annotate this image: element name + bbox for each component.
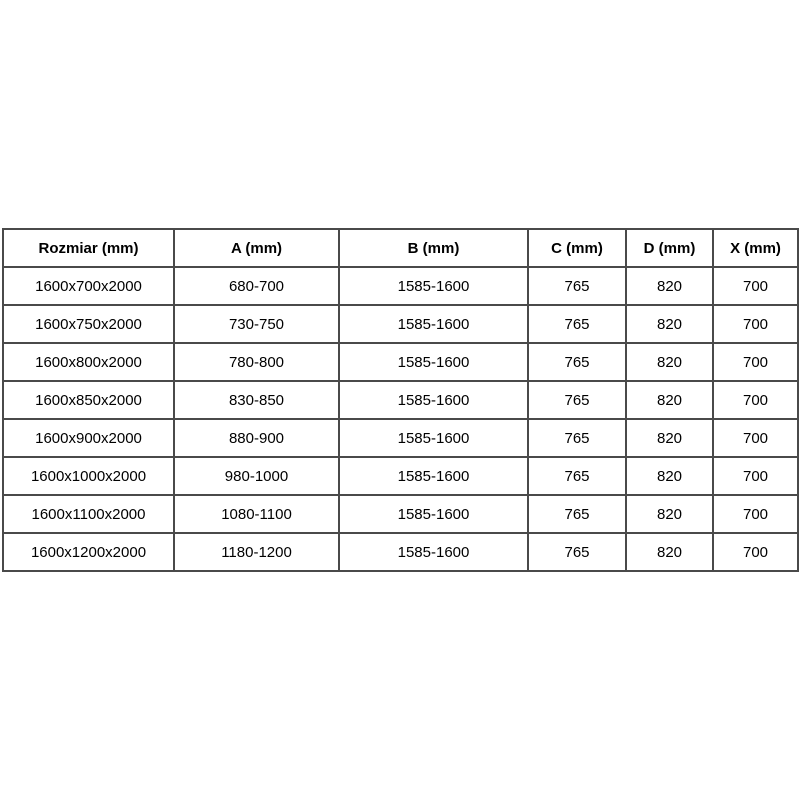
cell-c: 765 [527,456,627,496]
cell-a: 1180-1200 [173,532,340,572]
cell-d: 820 [625,532,714,572]
cell-x: 700 [712,266,799,306]
table-row: 1600x1100x2000 1080-1100 1585-1600 765 820 70… [2,494,799,534]
cell-b: 1585-1600 [338,494,529,534]
table-row: 1600x700x2000 680-700 1585-1600 765 820 700 [2,266,799,306]
column-header-a: A (mm) [173,228,340,268]
cell-d: 820 [625,418,714,458]
column-header-x: X (mm) [712,228,799,268]
cell-x: 700 [712,494,799,534]
cell-d: 820 [625,342,714,382]
table-row: 1600x900x2000 880-900 1585-1600 765 820 700 [2,418,799,458]
cell-b: 1585-1600 [338,380,529,420]
cell-c: 765 [527,266,627,306]
cell-rozmiar: 1600x1000x2000 [2,456,175,496]
cell-rozmiar: 1600x800x2000 [2,342,175,382]
table-row: 1600x850x2000 830-850 1585-1600 765 820 700 [2,380,799,420]
cell-d: 820 [625,266,714,306]
cell-b: 1585-1600 [338,266,529,306]
column-header-d: D (mm) [625,228,714,268]
cell-x: 700 [712,380,799,420]
cell-a: 830-850 [173,380,340,420]
cell-c: 765 [527,304,627,344]
cell-x: 700 [712,418,799,458]
cell-rozmiar: 1600x900x2000 [2,418,175,458]
cell-d: 820 [625,380,714,420]
cell-rozmiar: 1600x1100x2000 [2,494,175,534]
cell-b: 1585-1600 [338,456,529,496]
table-body: 1600x700x2000 680-700 1585-1600 765 820 700 16… [2,266,799,572]
column-header-b: B (mm) [338,228,529,268]
cell-rozmiar: 1600x1200x2000 [2,532,175,572]
cell-b: 1585-1600 [338,418,529,458]
cell-a: 1080-1100 [173,494,340,534]
cell-a: 980-1000 [173,456,340,496]
column-header-rozmiar: Rozmiar (mm) [2,228,175,268]
cell-d: 820 [625,456,714,496]
column-header-c: C (mm) [527,228,627,268]
cell-rozmiar: 1600x700x2000 [2,266,175,306]
cell-d: 820 [625,304,714,344]
cell-c: 765 [527,418,627,458]
cell-c: 765 [527,494,627,534]
cell-a: 730-750 [173,304,340,344]
table-row: 1600x800x2000 780-800 1585-1600 765 820 700 [2,342,799,382]
cell-a: 680-700 [173,266,340,306]
cell-c: 765 [527,532,627,572]
table-header: Rozmiar (mm) A (mm) B (mm) C (mm) D (mm) X (m… [2,228,799,268]
cell-c: 765 [527,342,627,382]
cell-rozmiar: 1600x850x2000 [2,380,175,420]
cell-b: 1585-1600 [338,532,529,572]
cell-x: 700 [712,304,799,344]
cell-x: 700 [712,456,799,496]
table-row: 1600x1200x2000 1180-1200 1585-1600 765 820 70… [2,532,799,572]
cell-x: 700 [712,342,799,382]
cell-b: 1585-1600 [338,342,529,382]
cell-c: 765 [527,380,627,420]
cell-d: 820 [625,494,714,534]
header-row: Rozmiar (mm) A (mm) B (mm) C (mm) D (mm) X (m… [2,228,799,268]
cell-a: 780-800 [173,342,340,382]
cell-rozmiar: 1600x750x2000 [2,304,175,344]
cell-b: 1585-1600 [338,304,529,344]
cell-x: 700 [712,532,799,572]
table-row: 1600x750x2000 730-750 1585-1600 765 820 700 [2,304,799,344]
cell-a: 880-900 [173,418,340,458]
size-spec-table: Rozmiar (mm) A (mm) B (mm) C (mm) D (mm) X (m… [2,228,799,572]
table-row: 1600x1000x2000 980-1000 1585-1600 765 820 700 [2,456,799,496]
